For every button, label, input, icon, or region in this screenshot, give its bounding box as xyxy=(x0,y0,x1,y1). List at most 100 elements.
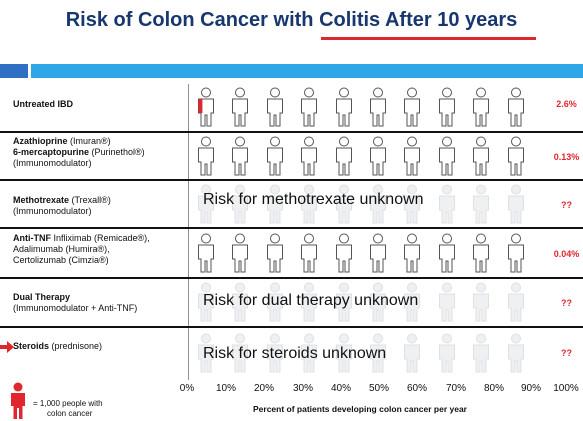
person-icon xyxy=(198,282,214,322)
person-icon xyxy=(266,136,283,176)
person-icon xyxy=(198,87,214,127)
person-icon xyxy=(404,233,421,273)
person-icon xyxy=(507,136,524,176)
person-icon xyxy=(473,87,490,127)
risk-value: ?? xyxy=(561,348,572,358)
x-tick-label: 90% xyxy=(520,383,541,394)
title-underline xyxy=(321,37,536,40)
person-icon xyxy=(335,184,352,224)
person-icon xyxy=(370,136,386,176)
x-tick-label: 70% xyxy=(445,383,466,394)
chart-axis-line xyxy=(188,84,189,380)
person-icon xyxy=(232,184,249,224)
x-axis-title: Percent of patients developing colon can… xyxy=(253,404,467,414)
person-icon xyxy=(301,233,318,273)
person-icon xyxy=(438,333,455,373)
slide-title-text: Risk of Colon Cancer with Colitis After … xyxy=(65,9,518,31)
person-icon xyxy=(507,87,524,127)
person-icon xyxy=(370,333,386,373)
row-label: Steroids (prednisone) xyxy=(13,341,103,351)
risk-value: 0.13% xyxy=(553,152,580,162)
x-tick-label: 10% xyxy=(215,383,236,394)
person-icon xyxy=(438,282,455,322)
row-label: Dual Therapy (Immunomodulator + Anti-TNF… xyxy=(13,292,138,313)
x-tick-label: 30% xyxy=(292,383,313,394)
risk-value: 0.04% xyxy=(553,249,580,259)
person-icon xyxy=(507,333,524,373)
unknown-risk-note: Risk for methotrexate unknown xyxy=(203,191,424,208)
legend-text: = 1,000 people with colon cancer xyxy=(33,399,103,418)
person-icon xyxy=(473,233,490,273)
slide-title: Risk of Colon Cancer with Colitis After … xyxy=(0,9,583,32)
person-icon xyxy=(335,87,352,127)
risk-fill xyxy=(198,99,203,113)
person-icon xyxy=(232,136,249,176)
row-divider xyxy=(0,326,583,328)
person-icon xyxy=(232,333,249,373)
person-icon xyxy=(404,136,421,176)
person-icon xyxy=(266,233,283,273)
person-icon xyxy=(507,233,524,273)
person-icon xyxy=(301,333,318,373)
person-icon xyxy=(301,87,318,127)
row-divider xyxy=(0,227,583,229)
person-icon xyxy=(404,184,421,224)
person-icon xyxy=(232,233,249,273)
x-tick-label: 40% xyxy=(330,383,351,394)
person-icon xyxy=(198,233,214,273)
person-icon xyxy=(473,184,490,224)
person-icon xyxy=(438,136,455,176)
person-icon xyxy=(301,136,318,176)
person-icon xyxy=(473,333,490,373)
row-untreated-ibd: Untreated IBD 2.6% xyxy=(0,84,583,132)
person-icon xyxy=(266,282,283,322)
row-label: Anti-TNF Infliximab (Remicade®), Adalimu… xyxy=(13,233,150,265)
person-icon xyxy=(232,282,249,322)
person-icon xyxy=(404,282,421,322)
person-icon xyxy=(266,333,283,373)
person-icon xyxy=(232,87,249,127)
person-icon xyxy=(370,87,386,127)
person-icon xyxy=(370,233,386,273)
person-icon xyxy=(507,184,524,224)
x-tick-label: 100% xyxy=(553,383,579,394)
person-icon xyxy=(473,282,490,322)
person-icon xyxy=(438,184,455,224)
person-icon xyxy=(11,382,25,419)
person-icon xyxy=(335,233,352,273)
unknown-risk-note: Risk for dual therapy unknown xyxy=(203,292,419,309)
person-icon xyxy=(198,333,214,373)
person-icon xyxy=(266,87,283,127)
row-anti-tnf: Anti-TNF Infliximab (Remicade®), Adalimu… xyxy=(0,229,583,278)
x-tick-label: 60% xyxy=(406,383,427,394)
row-label: Methotrexate (Trexall®) (Immunomodulator… xyxy=(13,195,111,216)
row-steroids: Steroids (prednisone) Risk for steroids … xyxy=(0,328,583,380)
risk-value: ?? xyxy=(561,298,572,308)
person-icon xyxy=(404,333,421,373)
person-icon xyxy=(438,87,455,127)
x-tick-label: 80% xyxy=(483,383,504,394)
person-icon xyxy=(335,282,352,322)
person-icon xyxy=(404,87,421,127)
person-icon xyxy=(301,282,318,322)
person-icon xyxy=(507,282,524,322)
person-icon xyxy=(198,136,214,176)
x-tick-label: 20% xyxy=(253,383,274,394)
row-divider xyxy=(0,277,583,279)
header-bar-left xyxy=(0,64,28,78)
person-icon xyxy=(335,136,352,176)
x-tick-label: 0% xyxy=(179,383,195,394)
person-icon xyxy=(266,184,283,224)
person-icon xyxy=(473,136,490,176)
row-methotrexate: Methotrexate (Trexall®) (Immunomodulator… xyxy=(0,181,583,228)
risk-value: 2.6% xyxy=(556,99,577,109)
person-icon xyxy=(335,333,352,373)
person-icon xyxy=(370,282,386,322)
unknown-risk-note: Risk for steroids unknown xyxy=(203,345,387,362)
person-icon xyxy=(370,184,386,224)
arrow-right-icon xyxy=(0,341,14,353)
person-icon xyxy=(198,184,214,224)
person-icon xyxy=(301,184,318,224)
row-divider xyxy=(0,131,583,133)
row-divider xyxy=(0,179,583,181)
